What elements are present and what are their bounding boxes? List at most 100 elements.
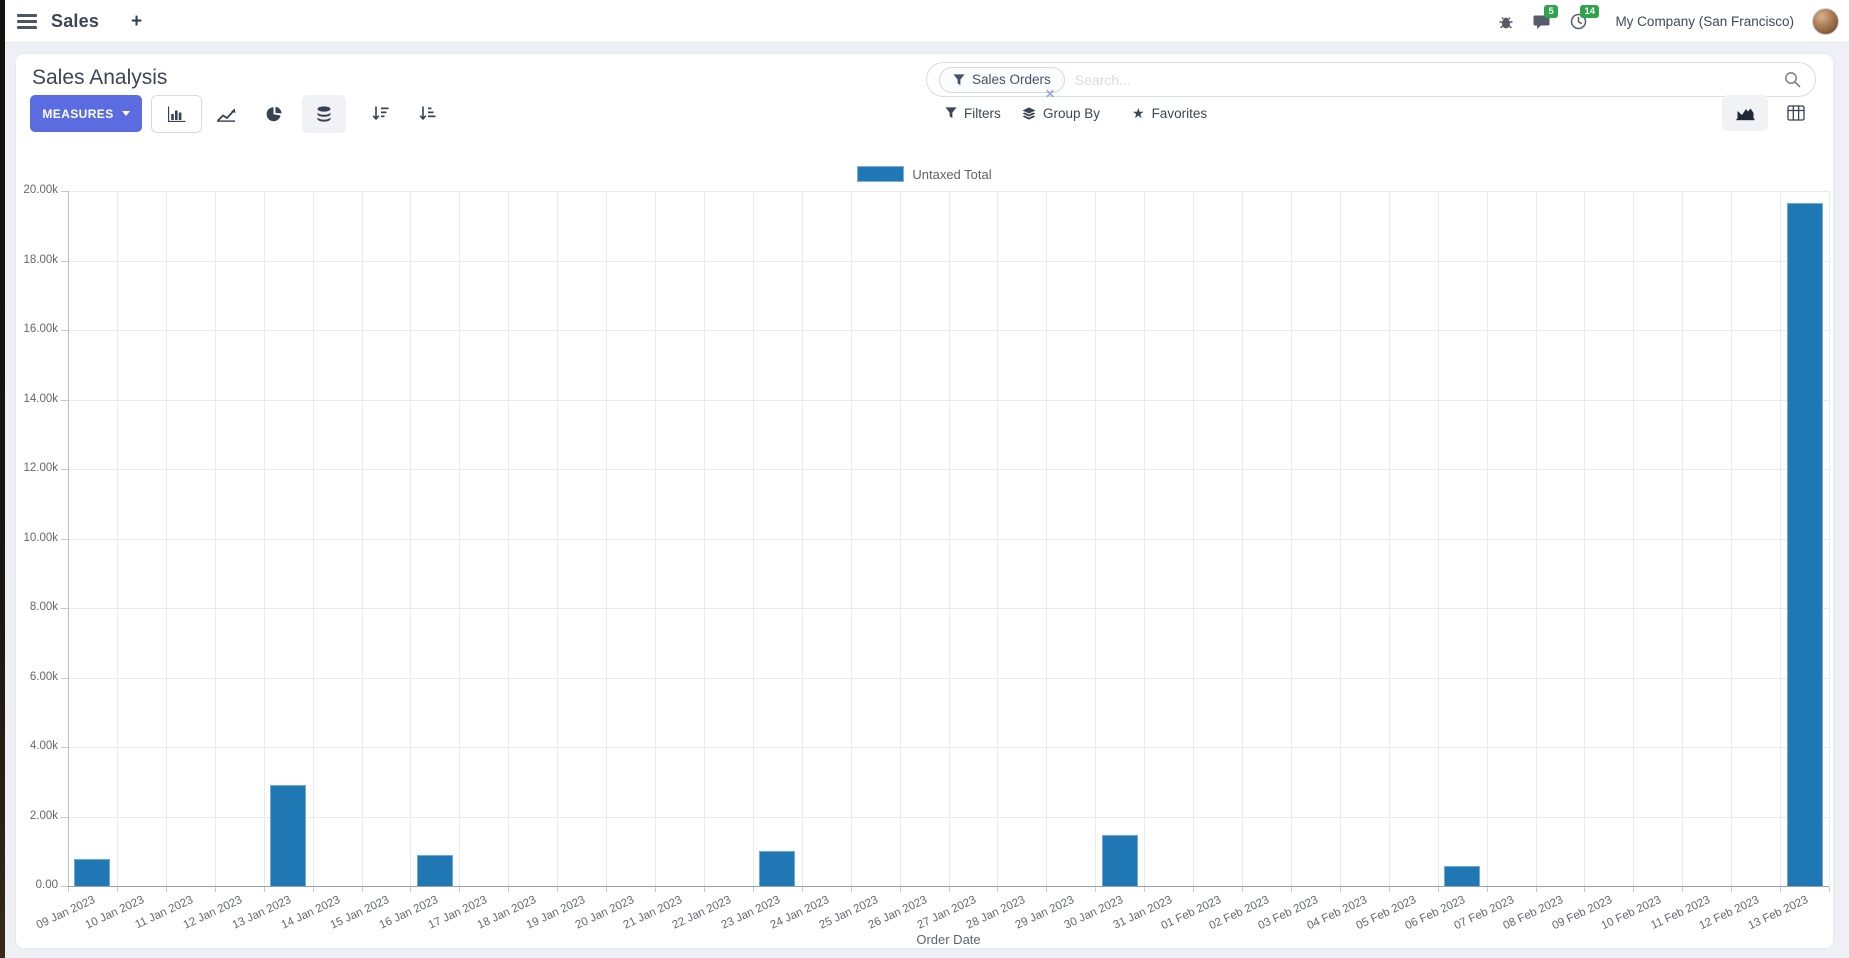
measures-button[interactable]: MEASURES <box>30 95 142 132</box>
y-tick-mark <box>61 538 68 540</box>
bar-13-jan-2023[interactable] <box>270 785 307 886</box>
y-tick-label: 10.00k <box>23 531 58 544</box>
search-facet-sales-orders[interactable]: Sales Orders <box>939 66 1065 93</box>
v-gridline <box>1584 191 1586 886</box>
x-tick-mark <box>68 887 69 892</box>
stacked-mode-button[interactable] <box>302 95 346 133</box>
x-tick-mark <box>1535 887 1537 892</box>
company-switcher[interactable]: My Company (San Francisco) <box>1615 14 1794 29</box>
facet-remove-icon[interactable]: ✕ <box>1045 87 1056 101</box>
plot-area: 20.00k 18.00k 16.00k 14.00k 12.00k 10.00k 8.00… <box>23 184 1830 932</box>
v-gridline <box>557 191 559 886</box>
v-gridline <box>410 191 412 886</box>
bar-13-feb-2023[interactable] <box>1786 202 1823 886</box>
bar-chart-icon <box>167 106 185 122</box>
v-gridline <box>1829 191 1830 886</box>
pivot-view-switcher[interactable] <box>1776 95 1816 131</box>
favorites-label: Favorites <box>1151 105 1208 121</box>
bar-16-jan-2023[interactable] <box>416 855 453 886</box>
filters-label: Filters <box>964 105 1001 121</box>
graph-view-switcher[interactable] <box>1722 95 1768 131</box>
legend-label[interactable]: Untaxed Total <box>912 166 992 182</box>
bar-23-jan-2023[interactable] <box>759 850 796 886</box>
v-gridline <box>1290 191 1292 886</box>
x-tick-mark <box>508 887 510 892</box>
search-placeholder: Search... <box>1074 71 1131 88</box>
x-tick-mark <box>1780 887 1782 892</box>
v-gridline <box>1682 191 1684 886</box>
search-bar[interactable]: Sales Orders ✕ Search... <box>926 62 1816 101</box>
v-gridline <box>655 191 656 886</box>
pie-chart-icon <box>266 106 282 121</box>
legend-color-box[interactable] <box>857 166 905 182</box>
line-chart-icon <box>216 108 235 122</box>
user-avatar[interactable] <box>1812 8 1839 35</box>
v-gridline <box>361 191 363 886</box>
x-tick-mark <box>1339 887 1341 892</box>
y-tick-label: 12.00k <box>23 462 58 474</box>
v-gridline <box>850 191 852 886</box>
v-gridline <box>801 191 803 886</box>
v-gridline <box>1633 191 1635 886</box>
v-gridline <box>1731 191 1733 886</box>
bar-06-feb-2023[interactable] <box>1444 865 1481 886</box>
x-tick-mark <box>948 887 950 892</box>
x-tick-mark <box>312 887 314 892</box>
y-tick-mark <box>61 469 68 470</box>
x-tick-mark <box>459 887 461 892</box>
v-gridline <box>948 191 950 886</box>
v-gridline <box>459 191 461 886</box>
v-gridline <box>1242 191 1243 886</box>
chart-legend[interactable]: Untaxed Total <box>16 166 1833 182</box>
layers-icon <box>1022 106 1036 120</box>
v-gridline <box>508 191 510 886</box>
app-name[interactable]: Sales <box>51 11 100 31</box>
x-tick-mark <box>361 887 363 892</box>
sort-descending-button[interactable] <box>360 95 400 133</box>
v-gridline <box>899 191 901 886</box>
group-by-button[interactable]: Group By <box>1022 99 1100 127</box>
x-axis-line <box>68 886 1829 887</box>
y-tick-mark <box>61 260 68 262</box>
favorites-button[interactable]: ★ Favorites <box>1132 99 1207 127</box>
y-tick-mark <box>61 191 68 192</box>
filters-button[interactable]: Filters <box>945 99 1001 127</box>
line-chart-mode-button[interactable] <box>206 95 246 133</box>
v-gridline <box>997 191 999 886</box>
bar-09-jan-2023[interactable] <box>74 858 111 886</box>
y-tick-label: 18.00k <box>23 253 58 266</box>
y-tick-label: 6.00k <box>29 670 58 683</box>
facet-label: Sales Orders <box>972 72 1051 87</box>
v-gridline <box>165 191 167 886</box>
activities-clock-icon[interactable]: 14 <box>1565 4 1600 35</box>
bar-chart-mode-button[interactable] <box>151 95 202 133</box>
x-tick-mark <box>1290 887 1292 892</box>
x-tick-mark <box>997 887 999 892</box>
x-axis-title: Order Date <box>916 932 981 947</box>
y-tick-mark <box>61 816 68 818</box>
x-tick-mark <box>1584 887 1586 892</box>
sort-ascending-button[interactable] <box>407 95 447 133</box>
debug-bug-icon[interactable] <box>1493 9 1519 35</box>
y-tick-mark <box>61 399 68 401</box>
x-tick-mark <box>1731 887 1733 892</box>
pie-chart-mode-button[interactable] <box>254 95 294 133</box>
v-gridline <box>752 191 754 886</box>
apps-menu-icon[interactable] <box>17 14 37 29</box>
activities-badge: 14 <box>1580 4 1600 18</box>
group-by-label: Group By <box>1043 105 1101 121</box>
search-icon[interactable] <box>1784 71 1801 88</box>
v-gridline <box>1486 191 1488 886</box>
y-tick-label: 8.00k <box>29 601 58 613</box>
area-chart-icon <box>1736 108 1754 120</box>
messages-icon[interactable]: 5 <box>1529 4 1558 35</box>
v-gridline <box>1388 191 1390 886</box>
bar-30-jan-2023[interactable] <box>1101 834 1138 886</box>
x-tick-mark <box>1193 887 1195 892</box>
funnel-icon <box>945 107 957 119</box>
y-tick-label: 16.00k <box>23 323 58 335</box>
new-tab-plus-icon[interactable]: + <box>131 10 143 32</box>
x-tick-mark <box>1633 887 1635 892</box>
x-tick-mark <box>1829 887 1830 892</box>
window-edge <box>0 0 5 958</box>
